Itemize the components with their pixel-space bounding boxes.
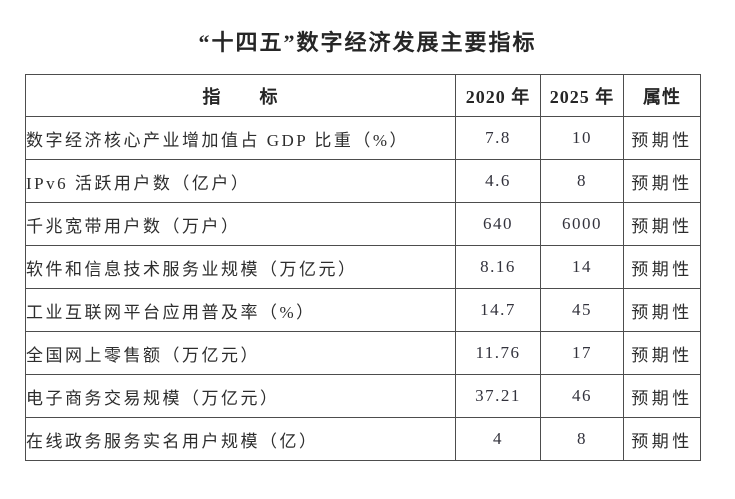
- cell-attribute: 预期性: [623, 202, 701, 246]
- cell-2025-value: 45: [540, 288, 624, 332]
- cell-2025-value: 14: [540, 245, 624, 289]
- cell-indicator: IPv6 活跃用户数（亿户）: [25, 159, 456, 203]
- cell-2025-value: 8: [540, 159, 624, 203]
- cell-2020-value: 8.16: [455, 245, 541, 289]
- table-row: 电子商务交易规模（万亿元） 37.21 46 预期性: [25, 374, 701, 418]
- cell-indicator: 数字经济核心产业增加值占 GDP 比重（%）: [25, 116, 456, 160]
- cell-attribute: 预期性: [623, 288, 701, 332]
- cell-2020-value: 4.6: [455, 159, 541, 203]
- table-header-row: 指 标 2020 年 2025 年 属性: [25, 74, 701, 117]
- cell-2020-value: 14.7: [455, 288, 541, 332]
- cell-2025-value: 10: [540, 116, 624, 160]
- cell-indicator: 工业互联网平台应用普及率（%）: [25, 288, 456, 332]
- cell-indicator: 电子商务交易规模（万亿元）: [25, 374, 456, 418]
- header-2020: 2020 年: [455, 74, 541, 117]
- table-row: 全国网上零售额（万亿元） 11.76 17 预期性: [25, 331, 701, 375]
- indicators-table: 指 标 2020 年 2025 年 属性 数字经济核心产业增加值占 GDP 比重…: [25, 74, 701, 461]
- cell-attribute: 预期性: [623, 159, 701, 203]
- table-row: 在线政务服务实名用户规模（亿） 4 8 预期性: [25, 417, 701, 461]
- table-title: “十四五”数字经济发展主要指标: [198, 30, 537, 55]
- cell-2020-value: 640: [455, 202, 541, 246]
- cell-indicator: 软件和信息技术服务业规模（万亿元）: [25, 245, 456, 289]
- cell-2025-value: 17: [540, 331, 624, 375]
- table-row: 工业互联网平台应用普及率（%） 14.7 45 预期性: [25, 288, 701, 332]
- cell-attribute: 预期性: [623, 417, 701, 461]
- table-row: IPv6 活跃用户数（亿户） 4.6 8 预期性: [25, 159, 701, 203]
- cell-attribute: 预期性: [623, 374, 701, 418]
- header-attribute: 属性: [623, 74, 701, 117]
- cell-2020-value: 37.21: [455, 374, 541, 418]
- cell-attribute: 预期性: [623, 116, 701, 160]
- cell-2020-value: 11.76: [455, 331, 541, 375]
- cell-indicator: 全国网上零售额（万亿元）: [25, 331, 456, 375]
- header-indicator: 指 标: [25, 74, 456, 117]
- table-row: 千兆宽带用户数（万户） 640 6000 预期性: [25, 202, 701, 246]
- cell-2025-value: 46: [540, 374, 624, 418]
- cell-2025-value: 6000: [540, 202, 624, 246]
- cell-attribute: 预期性: [623, 331, 701, 375]
- cell-2025-value: 8: [540, 417, 624, 461]
- table-row: 数字经济核心产业增加值占 GDP 比重（%） 7.8 10 预期性: [25, 116, 701, 160]
- header-2025: 2025 年: [540, 74, 624, 117]
- cell-indicator: 在线政务服务实名用户规模（亿）: [25, 417, 456, 461]
- cell-indicator: 千兆宽带用户数（万户）: [25, 202, 456, 246]
- cell-attribute: 预期性: [623, 245, 701, 289]
- cell-2020-value: 7.8: [455, 116, 541, 160]
- table-row: 软件和信息技术服务业规模（万亿元） 8.16 14 预期性: [25, 245, 701, 289]
- cell-2020-value: 4: [455, 417, 541, 461]
